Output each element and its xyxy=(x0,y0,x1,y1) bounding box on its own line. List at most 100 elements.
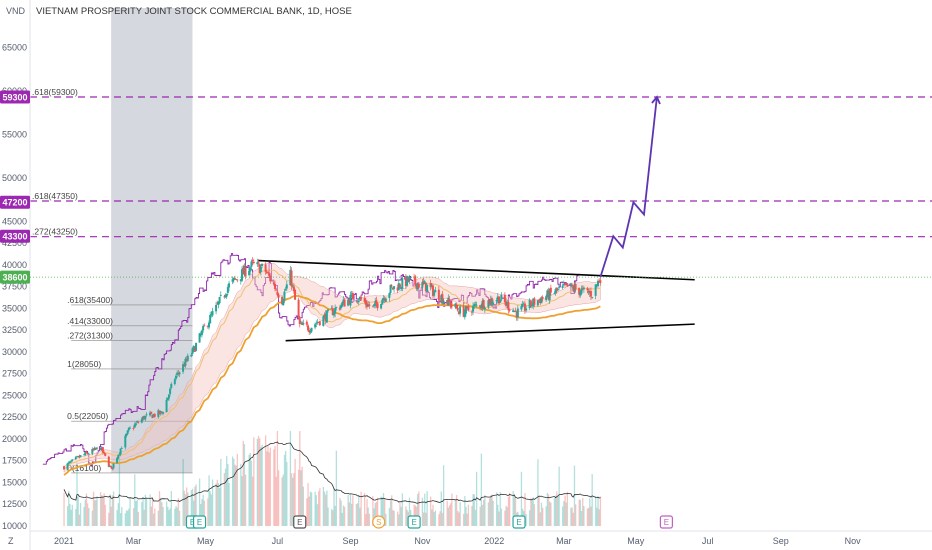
candle-body xyxy=(470,311,473,313)
event-marker-label: E xyxy=(516,518,521,527)
candle-body xyxy=(404,276,407,287)
volume-bar xyxy=(433,512,435,526)
candle-body xyxy=(299,322,302,324)
y-tick-label: 10000 xyxy=(2,521,27,531)
candle-body xyxy=(203,325,206,327)
earnings-event-marker[interactable] xyxy=(659,515,673,529)
candle-body xyxy=(70,461,73,463)
volume-bar xyxy=(455,495,458,526)
candle-body xyxy=(218,296,221,304)
volume-bar xyxy=(504,510,506,526)
volume-bar xyxy=(85,493,88,526)
candle-body xyxy=(160,411,163,413)
candle-body xyxy=(310,327,313,332)
volume-bar xyxy=(327,507,329,526)
volume-bar xyxy=(306,498,308,526)
candle-body xyxy=(349,294,352,306)
candle-body xyxy=(151,414,154,419)
candle-body xyxy=(225,293,228,297)
volume-bar xyxy=(591,474,593,526)
candle-body xyxy=(546,290,549,297)
event-marker-label: E xyxy=(664,518,669,527)
volume-bar xyxy=(135,501,137,526)
volume-bar xyxy=(198,478,201,526)
y-tick-label: 42500 xyxy=(2,238,27,248)
volume-bar xyxy=(380,496,382,526)
volume-bar xyxy=(537,459,539,526)
candle-body xyxy=(400,287,403,290)
candle-body xyxy=(282,300,285,306)
volume-bar xyxy=(289,431,292,526)
volume-bar xyxy=(530,498,532,526)
candle-body xyxy=(133,424,136,428)
candle-body xyxy=(277,294,280,298)
volume-bar xyxy=(496,492,498,526)
volume-bar xyxy=(498,511,500,526)
candle-body xyxy=(556,289,559,291)
candle-body xyxy=(297,299,300,318)
volume-bar xyxy=(360,491,362,526)
candle-body xyxy=(182,364,185,372)
volume-bar xyxy=(538,496,540,526)
candle-body xyxy=(521,304,524,307)
volume-bar xyxy=(299,431,301,526)
candle-body xyxy=(150,411,153,414)
candle-body xyxy=(569,283,572,287)
volume-bar xyxy=(200,504,202,526)
candle-body xyxy=(176,372,179,375)
candle-body xyxy=(342,299,345,303)
volume-bar xyxy=(385,513,387,526)
candle-body xyxy=(472,305,475,312)
volume-bar xyxy=(223,473,226,526)
volume-bar xyxy=(116,510,118,526)
candle-body xyxy=(63,466,65,470)
candle-body xyxy=(126,430,129,435)
volume-bar xyxy=(174,508,176,526)
earnings-event-marker[interactable] xyxy=(512,515,526,529)
candle-body xyxy=(355,300,358,302)
candle-body xyxy=(252,261,255,264)
volume-bar xyxy=(575,504,577,526)
volume-bar xyxy=(335,450,338,526)
candle-body xyxy=(152,414,155,418)
volume-bar xyxy=(479,506,481,526)
volume-bar xyxy=(202,494,204,526)
volume-bar xyxy=(384,498,386,526)
x-tick-label: Nov xyxy=(414,536,431,546)
volume-bar xyxy=(473,494,475,526)
volume-bar xyxy=(293,473,295,526)
candle-body xyxy=(566,283,569,287)
volume-bar xyxy=(505,505,507,526)
earnings-event-marker[interactable] xyxy=(293,515,307,529)
candle-body xyxy=(384,298,387,302)
candle-body xyxy=(500,294,503,300)
volume-bar xyxy=(525,514,527,526)
candle-body xyxy=(292,286,295,292)
candle-body xyxy=(317,321,320,323)
candle-body xyxy=(248,270,251,276)
volume-bar xyxy=(177,498,180,526)
y-tick-label: 22500 xyxy=(2,412,27,422)
volume-bar xyxy=(332,510,334,526)
split-event-marker[interactable] xyxy=(372,515,386,529)
volume-bar xyxy=(375,501,378,526)
volume-bar xyxy=(195,484,197,526)
volume-bar xyxy=(542,507,544,526)
volume-bar xyxy=(506,507,508,526)
candle-body xyxy=(483,307,486,310)
candle-body xyxy=(158,410,161,415)
candle-body xyxy=(192,346,195,350)
candle-body xyxy=(514,310,517,312)
earnings-event-marker[interactable] xyxy=(407,515,421,529)
volume-bar xyxy=(144,494,147,526)
volume-bar xyxy=(281,477,283,526)
candle-body xyxy=(183,364,186,367)
volume-bar xyxy=(250,460,253,526)
candle-body xyxy=(455,304,458,309)
candle-body xyxy=(430,285,433,287)
candle-body xyxy=(235,279,238,280)
volume-bar xyxy=(157,510,160,526)
earnings-event-marker[interactable] xyxy=(192,515,207,529)
volume-bar xyxy=(382,493,385,526)
